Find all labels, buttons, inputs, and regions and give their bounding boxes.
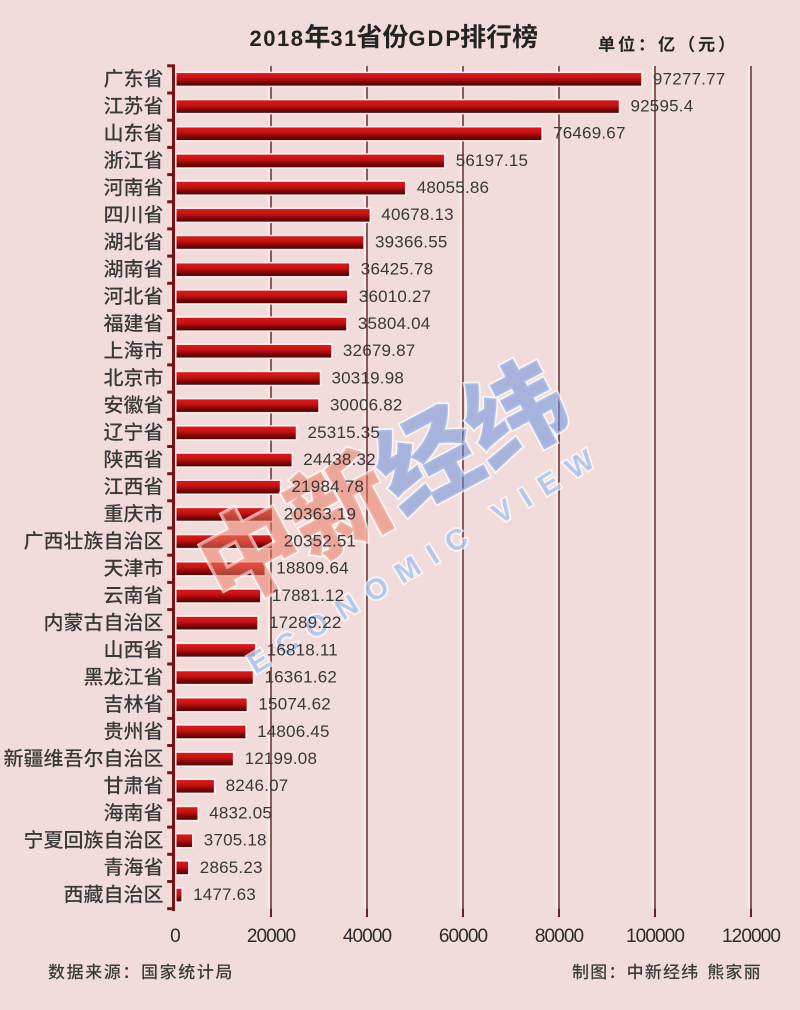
- svg-text:25315.35: 25315.35: [308, 423, 381, 442]
- svg-text:40678.13: 40678.13: [381, 205, 454, 224]
- svg-text:35804.04: 35804.04: [358, 314, 431, 333]
- svg-text:3705.18: 3705.18: [204, 831, 267, 850]
- svg-text:120000: 120000: [722, 926, 780, 947]
- svg-text:80000: 80000: [535, 926, 584, 947]
- svg-text:92595.4: 92595.4: [631, 97, 694, 116]
- svg-text:30319.98: 30319.98: [332, 368, 405, 387]
- svg-text:4832.05: 4832.05: [209, 803, 272, 822]
- svg-text:31: 31: [330, 26, 357, 51]
- svg-text:8246.07: 8246.07: [226, 776, 289, 795]
- svg-text:56197.15: 56197.15: [456, 151, 529, 170]
- svg-text:21984.78: 21984.78: [292, 477, 365, 496]
- svg-text:GDP: GDP: [408, 26, 462, 51]
- svg-text:17881.12: 17881.12: [272, 586, 345, 605]
- svg-text:20000: 20000: [247, 926, 296, 947]
- svg-text:76469.67: 76469.67: [553, 124, 626, 143]
- svg-text:18809.64: 18809.64: [276, 559, 349, 578]
- svg-text:24438.32: 24438.32: [303, 450, 376, 469]
- svg-text:36010.27: 36010.27: [359, 287, 432, 306]
- svg-text:16818.11: 16818.11: [267, 640, 338, 659]
- svg-text:1477.63: 1477.63: [193, 885, 256, 904]
- svg-text:0: 0: [170, 926, 180, 947]
- svg-text:48055.86: 48055.86: [417, 178, 490, 197]
- svg-text:39366.55: 39366.55: [375, 232, 448, 251]
- svg-text:2018: 2018: [250, 26, 305, 51]
- svg-text:20352.51: 20352.51: [284, 532, 357, 551]
- svg-text:32679.87: 32679.87: [343, 341, 416, 360]
- svg-text:60000: 60000: [439, 926, 488, 947]
- svg-text:12199.08: 12199.08: [245, 749, 318, 768]
- svg-text:14806.45: 14806.45: [257, 722, 330, 741]
- svg-text:97277.77: 97277.77: [653, 69, 726, 88]
- svg-text:15074.62: 15074.62: [258, 695, 331, 714]
- svg-text:100000: 100000: [626, 926, 684, 947]
- svg-text:20363.19: 20363.19: [284, 504, 357, 523]
- svg-text:16361.62: 16361.62: [265, 668, 338, 687]
- svg-text:30006.82: 30006.82: [330, 396, 403, 415]
- svg-text:40000: 40000: [343, 926, 392, 947]
- svg-text:36425.78: 36425.78: [361, 260, 434, 279]
- svg-text:2865.23: 2865.23: [200, 858, 263, 877]
- svg-text:17289.22: 17289.22: [269, 613, 342, 632]
